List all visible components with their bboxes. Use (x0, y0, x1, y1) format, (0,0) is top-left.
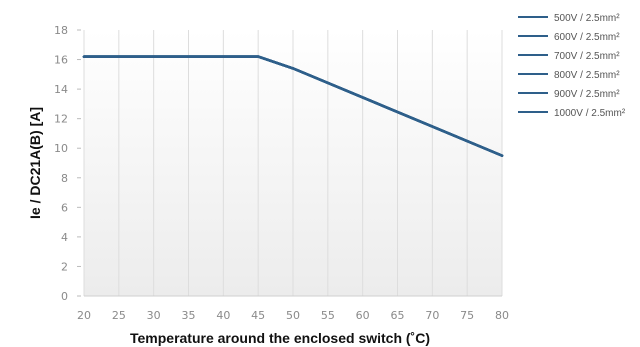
x-tick-label-3: 35 (182, 309, 196, 322)
y-tick-label-9: 18 (54, 24, 68, 37)
x-tick-label-6: 50 (286, 309, 300, 322)
x-tick-label-12: 80 (495, 309, 509, 322)
legend-label-1: 600V / 2.5mm² (554, 32, 620, 43)
x-axis-ticks: 20 25 30 35 40 45 50 55 60 65 70 75 80 (77, 309, 509, 322)
x-axis-label: Temperature around the enclosed switch (… (130, 330, 430, 346)
x-tick-label-7: 55 (321, 309, 335, 322)
x-tick-label-5: 45 (251, 309, 265, 322)
x-tick-label-8: 60 (356, 309, 370, 322)
y-tick-label-3: 6 (61, 201, 68, 214)
legend-label-4: 900V / 2.5mm² (554, 89, 620, 100)
grid (83, 30, 503, 297)
y-axis-ticks: 0 2 4 6 8 10 12 14 16 18 (54, 24, 81, 303)
y-tick-label-7: 14 (54, 83, 68, 96)
y-tick-label-8: 16 (54, 54, 68, 67)
x-tick-label-0: 20 (77, 309, 91, 322)
legend-label-0: 500V / 2.5mm² (554, 13, 620, 24)
legend-label-3: 800V / 2.5mm² (554, 70, 620, 81)
y-tick-label-5: 10 (54, 142, 68, 155)
x-tick-label-9: 65 (391, 309, 405, 322)
y-tick-label-4: 8 (61, 172, 68, 185)
y-tick-label-1: 2 (61, 260, 68, 273)
y-tick-label-2: 4 (61, 231, 68, 244)
series-line-5 (82, 55, 504, 157)
series-lines (82, 55, 504, 157)
y-tick-label-0: 0 (61, 290, 68, 303)
x-tick-label-2: 30 (147, 309, 161, 322)
x-tick-label-4: 40 (216, 309, 230, 322)
legend: 500V / 2.5mm² 600V / 2.5mm² 700V / 2.5mm² 8… (518, 13, 626, 119)
x-tick-label-1: 25 (112, 309, 126, 322)
legend-label-5: 1000V / 2.5mm² (554, 108, 626, 119)
x-tick-label-10: 70 (425, 309, 439, 322)
legend-label-2: 700V / 2.5mm² (554, 51, 620, 62)
y-axis-label: Ie / DC21A(B) [A] (27, 107, 43, 219)
x-tick-label-11: 75 (460, 309, 474, 322)
y-tick-label-6: 12 (54, 113, 68, 126)
